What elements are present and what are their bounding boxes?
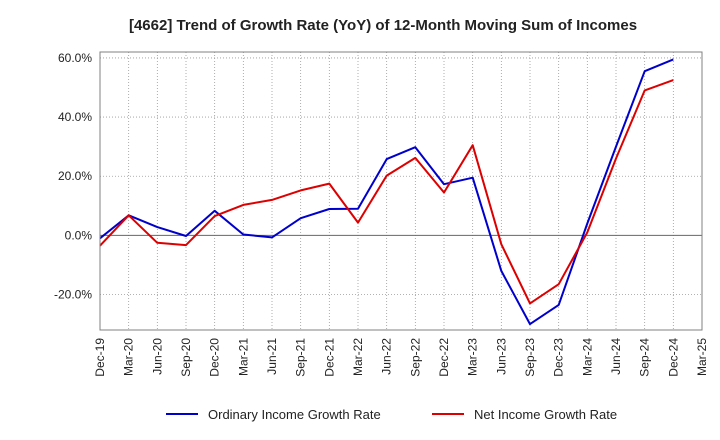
- series-lines: [99, 58, 674, 326]
- y-tick-label: 0.0%: [65, 228, 93, 242]
- grid: [99, 52, 703, 330]
- x-tick-label: Dec-21: [322, 338, 336, 377]
- x-tick-label: Jun-22: [380, 338, 394, 375]
- x-tick-label: Dec-23: [552, 338, 566, 377]
- x-tick-label: Sep-23: [523, 338, 537, 377]
- x-tick-label: Jun-20: [150, 338, 164, 375]
- legend-label-1: Ordinary Income Growth Rate: [208, 407, 381, 422]
- x-tick-label: Mar-20: [122, 338, 136, 376]
- x-tick-label: Mar-21: [236, 338, 250, 376]
- x-tick-label: Jun-24: [609, 338, 623, 375]
- x-tick-label: Dec-20: [208, 338, 222, 377]
- x-tick-label: Mar-23: [466, 338, 480, 376]
- x-tick-label: Mar-22: [351, 338, 365, 376]
- legend-label-2: Net Income Growth Rate: [474, 407, 617, 422]
- x-tick-label: Mar-24: [580, 338, 594, 376]
- x-tick-label: Mar-25: [695, 338, 709, 376]
- x-tick-label: Jun-23: [494, 338, 508, 375]
- x-tick-label: Sep-20: [179, 338, 193, 377]
- legend: Ordinary Income Growth Rate Net Income Gr…: [166, 407, 617, 422]
- y-tick-label: 40.0%: [58, 110, 92, 124]
- series-line-2: [99, 79, 674, 305]
- x-tick-label: Dec-19: [93, 338, 107, 377]
- x-tick-label: Sep-21: [294, 338, 308, 377]
- x-tick-label: Dec-24: [666, 338, 680, 377]
- x-tick-label: Sep-24: [638, 338, 652, 377]
- plot-frame: [99, 51, 703, 331]
- y-tick-label: 20.0%: [58, 169, 92, 183]
- x-tick-label: Sep-22: [408, 338, 422, 377]
- y-tick-label: -20.0%: [54, 288, 92, 302]
- series-line-1: [99, 58, 674, 326]
- x-tick-label: Dec-22: [437, 338, 451, 377]
- x-tick-label: Jun-21: [265, 338, 279, 375]
- x-axis-ticks: Dec-19 Mar-20 Jun-20 Sep-20 Dec-20 Mar-21 Jun-…: [93, 338, 709, 377]
- y-tick-label: 60.0%: [58, 51, 92, 65]
- chart-title: [4662] Trend of Growth Rate (YoY) of 12-…: [129, 17, 637, 34]
- y-axis-ticks: 60.0% 40.0% 20.0% 0.0% -20.0%: [54, 51, 92, 302]
